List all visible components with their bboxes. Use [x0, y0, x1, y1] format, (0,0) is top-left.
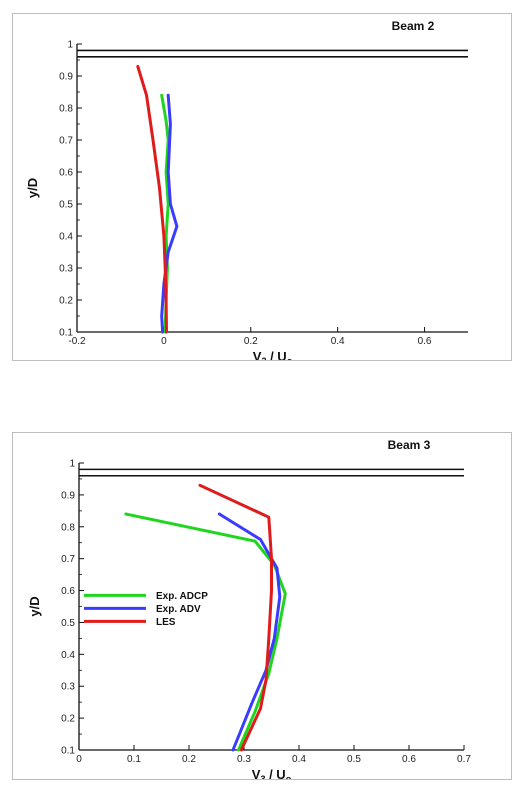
y-tick-label: 0.8	[59, 104, 73, 115]
x-axis-label: V2 / Uo	[253, 349, 293, 360]
y-axis-label: y/D	[25, 178, 40, 198]
x-tick-label: 0	[161, 336, 167, 347]
y-tick-label: 0.1	[61, 746, 75, 757]
x-axis-label-part: 3	[260, 774, 265, 779]
y-tick-label: 0.1	[59, 328, 73, 339]
x-tick-label: 0.2	[244, 336, 258, 347]
y-tick-label: 0.3	[61, 682, 75, 693]
chart-beam-3: 0.1 0.2 0.3 0.4 0.5 0.6 0.7 0.8 0.9 1 0 0.1 0.2 0.3 0.…	[12, 432, 512, 780]
x-tick-label: 0.6	[418, 336, 432, 347]
chart-title: Beam 2	[392, 19, 435, 33]
x-axis-label-part: / U	[265, 767, 285, 779]
x-tick-label: 0.2	[182, 754, 196, 765]
series-line-3	[136, 64, 168, 334]
legend-label: Exp. ADCP	[156, 591, 208, 602]
x-tick-label: 0.4	[331, 336, 345, 347]
x-axis-label-part: V	[252, 767, 261, 779]
x-tick-label: 0.5	[347, 754, 361, 765]
series-line-1	[124, 512, 287, 752]
x-axis-label-part: 2	[261, 356, 266, 360]
series-line-2	[160, 93, 179, 334]
legend-label: Exp. ADV	[156, 604, 201, 615]
x-tick-label: 0.6	[402, 754, 416, 765]
chart-beam-3-svg: 0.10.20.30.40.50.60.70.80.910 0.1 0.2 0.3 0.…	[27, 438, 471, 779]
x-axis-label-part: V	[253, 349, 262, 360]
chart-title: Beam 3	[388, 438, 431, 452]
x-tick-label: 0	[76, 754, 82, 765]
y-tick-label: 0.7	[61, 554, 75, 565]
x-tick-label: 0.1	[127, 754, 141, 765]
y-tick-label: 0.4	[59, 232, 73, 243]
x-tick-label: 0.7	[457, 754, 471, 765]
y-tick-label: 0.5	[59, 200, 73, 211]
x-tick-label: -0.2	[68, 336, 86, 347]
x-axis-label: V3 / Uo	[252, 767, 292, 779]
y-tick-label: 0.3	[59, 264, 73, 275]
y-tick-label: 0.2	[61, 714, 75, 725]
y-tick-label: 0.8	[61, 522, 75, 533]
x-axis-label-part: o	[287, 356, 293, 360]
y-axis-label: y/D	[27, 596, 42, 616]
x-axis-label-part: / U	[266, 349, 286, 360]
chart-beam-2-svg: 0.1 0.2 0.3 0.4 0.5 0.6 0.7 0.8 0.9 1 -0.2 0 0.2 0.4 0…	[25, 19, 468, 360]
y-tick-label: 0.4	[61, 650, 75, 661]
y-tick-label: 0.9	[61, 490, 75, 501]
y-tick-label: 0.7	[59, 136, 73, 147]
legend-label: LES	[156, 617, 176, 628]
x-axis-label-part: o	[286, 774, 292, 779]
y-tick-label: 0.9	[59, 72, 73, 83]
y-tick-label: 0.5	[61, 618, 75, 629]
series-line-3	[198, 483, 273, 752]
y-tick-label: 1	[67, 40, 73, 51]
chart-beam-2: 0.1 0.2 0.3 0.4 0.5 0.6 0.7 0.8 0.9 1 -0.2 0 0.2 0.4 0…	[12, 13, 512, 361]
y-tick-label: 0.6	[59, 168, 73, 179]
x-tick-label: 0.4	[292, 754, 306, 765]
x-tick-label: 0.3	[237, 754, 251, 765]
y-tick-label: 1	[69, 459, 75, 470]
y-tick-label: 0.6	[61, 586, 75, 597]
y-tick-label: 0.2	[59, 296, 73, 307]
series-line-2	[217, 512, 282, 752]
